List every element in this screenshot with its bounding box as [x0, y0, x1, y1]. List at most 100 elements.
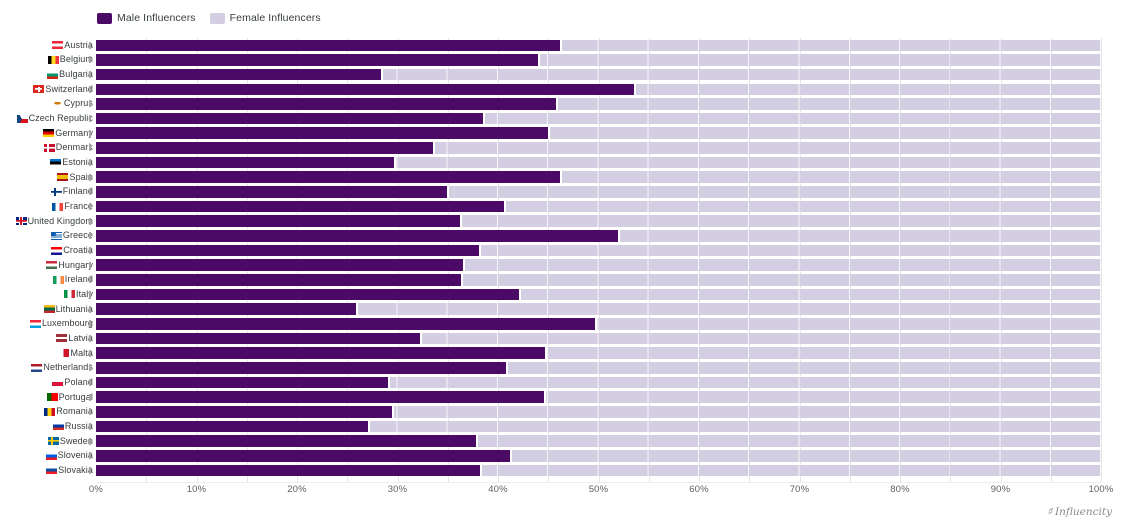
y-axis-tick [89, 276, 91, 284]
country-flag-icon [15, 217, 27, 226]
female-bar-segment [96, 244, 1101, 257]
country-flag-icon [31, 363, 43, 372]
country-name: Spain [69, 171, 93, 182]
bar-row: Lithuania [0, 302, 1101, 317]
country-name: Slovenia [57, 450, 93, 461]
bar-row: France [0, 199, 1101, 214]
bar-row: Russia [0, 419, 1101, 434]
male-bar-segment [96, 112, 483, 125]
male-bar-segment [96, 361, 507, 374]
bar-row: Denmark [0, 141, 1101, 156]
legend-label-female: Female Influencers [229, 12, 321, 24]
male-bar-segment [96, 449, 511, 462]
category-label: Italy [0, 289, 96, 299]
female-bar-segment [96, 68, 1101, 81]
bar-row: Switzerland [0, 82, 1101, 97]
country-flag-icon [44, 407, 56, 416]
male-bar-segment [96, 274, 461, 286]
country-flag-icon [43, 143, 55, 152]
country-flag-icon [52, 202, 64, 211]
category-label: Czech Republic [0, 114, 96, 123]
category-label: Croatia [0, 246, 96, 255]
x-tick-label: 60% [689, 484, 709, 495]
y-axis-tick [89, 203, 91, 211]
male-bar-segment [96, 303, 357, 315]
category-label: France [0, 202, 96, 211]
y-axis-tick [89, 85, 91, 93]
bar-row: Slovenia [0, 448, 1101, 463]
category-label: Romania [0, 407, 96, 416]
category-label: Slovakia [0, 465, 96, 475]
country-flag-icon [63, 290, 75, 299]
female-bar-segment [96, 142, 1101, 154]
bar-row: Romania [0, 404, 1101, 419]
bar-row: Spain [0, 170, 1101, 185]
x-tick-label: 100% [1088, 484, 1114, 495]
country-name: Czech Republic [28, 113, 93, 124]
country-name: Hungary [58, 259, 93, 270]
male-bar-segment [96, 420, 369, 433]
category-label: United Kingdom [0, 216, 96, 226]
y-axis-tick [89, 349, 91, 357]
male-bar-segment [96, 288, 520, 301]
bar-row: Austria [0, 38, 1101, 53]
country-name: Luxembourg [41, 318, 93, 329]
male-bar-segment [96, 127, 549, 140]
country-name: Romania [56, 406, 93, 417]
stacked-bar-chart: Austria Belgium Bulgaria Switzerland Cyprus C… [0, 38, 1102, 483]
male-series-swatch-icon [97, 12, 112, 24]
country-flag-icon [50, 187, 62, 196]
country-flag-icon [46, 466, 58, 475]
category-label: Finland [0, 187, 96, 196]
bar-row: Czech Republic [0, 111, 1101, 126]
x-tick-label: 10% [186, 484, 207, 495]
category-label: Belgium [0, 55, 96, 64]
country-flag-icon [56, 334, 68, 343]
country-flag-icon [51, 99, 63, 108]
male-bar-segment [96, 259, 463, 271]
bar-row: Malta [0, 346, 1101, 361]
y-axis-tick [89, 173, 91, 181]
y-axis-tick [89, 115, 91, 123]
female-bar-segment [96, 361, 1101, 374]
bar-row: Croatia [0, 243, 1101, 258]
female-bar-segment [96, 449, 1101, 462]
bar-row: Cyprus [0, 97, 1101, 112]
country-name: Estonia [62, 157, 93, 168]
country-flag-icon [16, 114, 28, 123]
category-label: Estonia [0, 158, 96, 167]
male-bar-segment [96, 405, 393, 418]
male-bar-segment [96, 200, 505, 213]
female-bar-segment [96, 230, 1101, 242]
bar-row: Luxembourg [0, 316, 1101, 331]
gridline [1101, 38, 1102, 482]
y-axis-tick [89, 41, 91, 49]
legend-item-female-influencers[interactable]: Female Influencers [209, 12, 321, 24]
country-name: Finland [62, 186, 93, 197]
bar-row: Estonia [0, 155, 1101, 170]
category-label: Denmark [0, 143, 96, 152]
male-bar-segment [96, 318, 596, 330]
male-bar-segment [96, 347, 546, 359]
country-flag-icon [33, 85, 45, 94]
legend-item-male-influencers[interactable]: Male Influencers [97, 12, 196, 24]
female-bar-segment [96, 186, 1101, 198]
y-axis-tick [89, 393, 91, 401]
category-label: Germany [0, 128, 96, 138]
country-name: France [64, 201, 93, 212]
bar-row: Sweden [0, 434, 1101, 449]
x-axis: 0% 10% 20% 30% 40% 50% 60% 70% 80% 90% 100% [89, 484, 1113, 498]
female-bar-segment [96, 288, 1101, 301]
category-label: Hungary [0, 259, 96, 270]
country-flag-icon [58, 349, 70, 358]
y-axis-tick [89, 159, 91, 167]
y-axis-tick [89, 466, 91, 474]
category-label: Austria [0, 40, 96, 50]
male-bar-segment [96, 156, 395, 169]
category-label: Bulgaria [0, 70, 96, 79]
y-axis-tick [89, 364, 91, 372]
country-name: Cyprus [63, 98, 93, 109]
y-axis-tick [89, 56, 91, 64]
y-axis-tick [89, 437, 91, 445]
female-bar-segment [96, 98, 1101, 110]
